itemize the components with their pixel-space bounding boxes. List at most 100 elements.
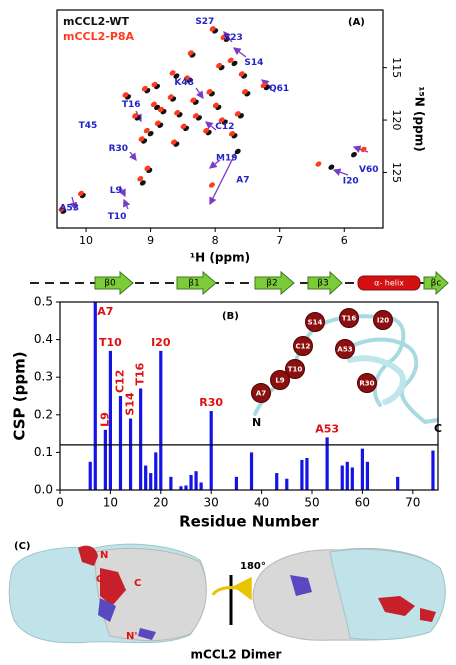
- bar: [93, 302, 97, 490]
- rotation-label: 180°: [240, 561, 266, 572]
- x-tick-label: 6: [341, 234, 348, 247]
- bar: [249, 452, 254, 490]
- panel-c-surfaces: [8, 543, 446, 644]
- peak: [208, 182, 215, 188]
- peak: [170, 139, 177, 145]
- y-axis-title: ¹⁵N (ppm): [413, 86, 427, 151]
- peak: [220, 34, 227, 40]
- x-tick-label: 7: [276, 234, 283, 247]
- ss-label: β3: [317, 279, 328, 289]
- x-axis-title: Residue Number: [179, 513, 319, 531]
- panel-label: (A): [348, 17, 365, 28]
- residue-ball: [270, 370, 290, 390]
- legend-entry: mCCL2-P8A: [63, 30, 135, 43]
- bar-label: L9: [98, 412, 111, 427]
- bar: [179, 486, 183, 490]
- peak-label: S23: [224, 33, 243, 43]
- peak-label: R30: [109, 144, 128, 154]
- strand: [423, 270, 449, 296]
- residue-label: R30: [359, 380, 374, 388]
- x-tick-label: 20: [153, 496, 168, 510]
- x-tick-label: 50: [304, 496, 319, 510]
- peak: [77, 190, 84, 197]
- bar-label: S14: [124, 392, 137, 416]
- x-tick-label: 10: [79, 234, 93, 247]
- peak: [218, 117, 225, 123]
- bar: [189, 474, 193, 490]
- peak: [167, 94, 174, 100]
- peak: [192, 113, 199, 119]
- plot-frame: [56, 9, 384, 229]
- bar: [149, 473, 153, 490]
- residue-ball: [293, 336, 313, 356]
- structure-inset: [253, 314, 439, 425]
- bar: [128, 418, 133, 490]
- terminus-label: N': [126, 631, 137, 642]
- y-tick-label: 0.2: [34, 407, 53, 421]
- peak-label: M19: [216, 153, 237, 163]
- bar: [108, 350, 112, 490]
- peak-label: T10: [108, 212, 127, 222]
- peak: [241, 89, 248, 95]
- peak-label: I20: [343, 176, 359, 186]
- peak: [209, 26, 216, 32]
- ss-label: β2: [266, 279, 277, 289]
- x-tick-label: 30: [204, 496, 219, 510]
- peak-label: S27: [195, 17, 214, 27]
- bar: [360, 448, 364, 490]
- x-tick-label: 0: [56, 496, 64, 510]
- peak-arrows: [69, 30, 369, 211]
- peak: [315, 161, 322, 167]
- bar: [431, 450, 435, 490]
- y-tick-label: 0.3: [34, 370, 53, 384]
- peak: [138, 136, 145, 142]
- n-terminus: N: [252, 416, 261, 429]
- helix: [357, 275, 421, 291]
- residue-label: C12: [296, 343, 311, 351]
- peak: [350, 151, 357, 158]
- y-tick-label: 0.1: [34, 445, 53, 459]
- residue-ball: [339, 308, 359, 328]
- peak-label: C12: [215, 122, 234, 132]
- strand: [176, 270, 217, 296]
- peak: [260, 82, 267, 89]
- peak: [173, 73, 180, 79]
- plot-frame: [59, 301, 439, 491]
- peak: [183, 75, 190, 81]
- ss-label: βc: [431, 279, 442, 289]
- bar: [154, 452, 158, 490]
- peak: [360, 146, 367, 153]
- residue-ball: [251, 383, 271, 403]
- terminus-label: C: [134, 578, 141, 589]
- peak: [154, 120, 161, 126]
- y-tick-label: 0.5: [34, 295, 53, 309]
- bar-label: I20: [151, 336, 171, 349]
- residue-ball: [285, 359, 305, 379]
- peak-label: T45: [79, 121, 98, 131]
- peak: [147, 130, 154, 137]
- peak: [203, 127, 210, 134]
- bar-label: A53: [315, 422, 339, 435]
- peak: [212, 102, 219, 109]
- peak: [137, 176, 144, 182]
- bar-label: R30: [199, 396, 223, 409]
- ss-label: β1: [188, 279, 199, 289]
- peak-label: V60: [359, 165, 379, 175]
- bar: [184, 485, 188, 490]
- bar: [139, 388, 143, 490]
- bar: [305, 458, 309, 490]
- secondary-structure: β0 β1 β2 β3 α- helix βc: [30, 270, 449, 296]
- residue-label: A7: [256, 390, 266, 398]
- x-axis-title: ¹H (ppm): [190, 251, 250, 265]
- y-axis-title: CSP (ppm): [11, 351, 29, 440]
- bar: [103, 429, 107, 490]
- peak: [150, 101, 157, 108]
- peak: [132, 113, 139, 119]
- bar: [365, 461, 370, 490]
- residue-label: A53: [337, 346, 352, 354]
- caption: mCCL2 Dimer: [191, 648, 282, 662]
- peak: [328, 164, 335, 170]
- terminus-label: C: [96, 574, 103, 585]
- strand: [307, 270, 343, 296]
- x-tick-label: 10: [103, 496, 118, 510]
